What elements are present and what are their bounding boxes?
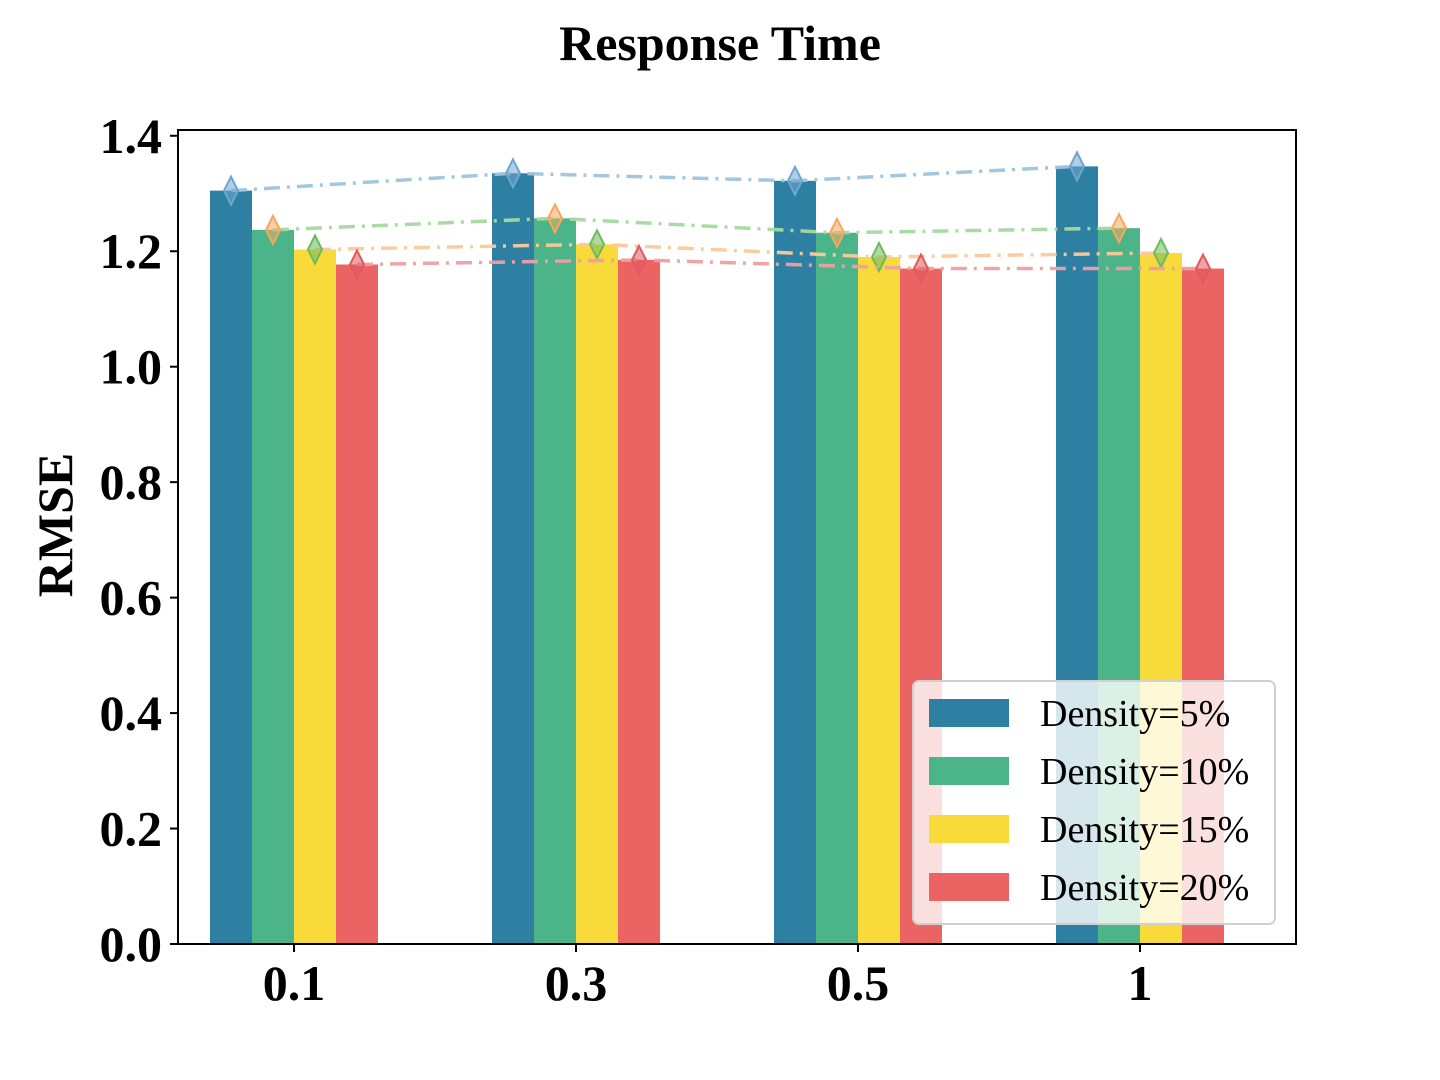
trend-line-1	[272, 216, 1120, 235]
trend-marker-3-3	[1194, 252, 1212, 285]
legend-label: Density=10%	[1040, 751, 1249, 793]
trend-marker-1-2	[828, 216, 846, 249]
y-tick-label: 0.6	[100, 570, 163, 626]
y-tick-label: 1.4	[100, 108, 163, 164]
bar-density-5--0.5	[774, 180, 816, 944]
legend-swatch	[929, 815, 1009, 843]
trend-marker-3-1	[630, 243, 648, 277]
y-tick-label: 0.0	[100, 916, 163, 972]
legend-swatch	[929, 699, 1009, 727]
x-tick-label: 0.1	[263, 955, 326, 1011]
trend-marker-3-2	[912, 252, 930, 285]
bar-density-5--0.3	[492, 173, 534, 945]
trend-marker-0-1	[504, 157, 522, 190]
y-tick-label: 1.2	[100, 223, 163, 279]
trend-line-2	[314, 242, 1162, 259]
bar-density-5--0.1	[210, 190, 252, 945]
trend-marker-2-2	[870, 240, 888, 274]
trend-marker-0-3	[1068, 150, 1086, 183]
legend-label: Density=15%	[1040, 809, 1249, 851]
bar-density-20--0.1	[336, 264, 378, 944]
bar-density-10--0.3	[534, 218, 576, 945]
y-tick-label: 0.2	[100, 801, 163, 857]
x-tick-label: 1	[1128, 955, 1153, 1011]
x-tick-label: 0.3	[545, 955, 608, 1011]
trend-line-0	[230, 164, 1078, 193]
bar-density-15--0.1	[294, 249, 336, 944]
legend-swatch	[929, 873, 1009, 901]
bar-density-10--0.1	[252, 229, 294, 944]
trend-marker-0-2	[786, 164, 804, 198]
y-tick-label: 1.0	[100, 339, 163, 395]
trend-marker-1-3	[1110, 211, 1128, 245]
legend-label: Density=5%	[1040, 693, 1230, 735]
trend-line-3	[356, 258, 1203, 271]
bar-density-15--0.3	[576, 244, 618, 944]
bar-density-20--0.3	[618, 259, 660, 944]
x-tick-label: 0.5	[827, 955, 890, 1011]
trend-marker-0-0	[222, 174, 240, 207]
chart-title: Response Time	[559, 15, 881, 71]
legend-box	[912, 680, 1276, 925]
trend-marker-2-0	[306, 233, 324, 266]
trend-marker-1-0	[264, 213, 282, 247]
y-axis-label: RMSE	[27, 453, 83, 597]
legend-label: Density=20%	[1040, 867, 1249, 909]
legend: Density=5% Density=10% Density=15% Density=…	[912, 680, 1276, 925]
trend-marker-3-0	[348, 248, 366, 281]
trend-marker-1-1	[546, 202, 564, 235]
trend-marker-2-1	[588, 228, 606, 261]
y-tick-label: 0.8	[100, 454, 163, 510]
y-tick-label: 0.4	[100, 685, 163, 741]
bar-density-15--0.5	[858, 257, 900, 944]
legend-swatch	[929, 757, 1009, 785]
plot-frame	[177, 129, 1297, 945]
bar-density-10--0.5	[816, 232, 858, 945]
